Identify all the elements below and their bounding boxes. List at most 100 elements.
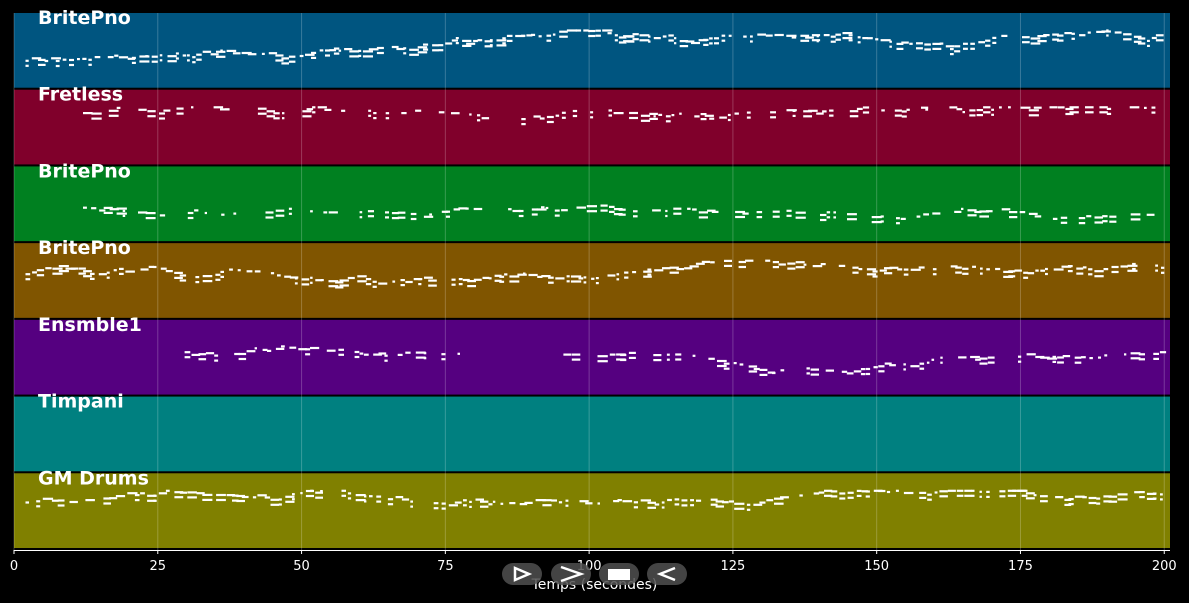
note — [159, 59, 163, 62]
note — [51, 57, 61, 60]
note — [1037, 40, 1047, 43]
note — [766, 499, 774, 502]
note — [90, 272, 95, 275]
note — [523, 272, 526, 275]
note — [1153, 357, 1159, 360]
note — [684, 267, 693, 270]
note — [648, 35, 651, 38]
note — [387, 498, 394, 501]
note — [1020, 106, 1031, 109]
note — [477, 114, 481, 117]
note — [983, 106, 991, 109]
note — [496, 39, 507, 42]
note — [357, 280, 367, 283]
note — [1009, 216, 1018, 219]
note — [787, 267, 796, 270]
note — [734, 112, 739, 115]
note — [298, 348, 307, 351]
note — [835, 38, 841, 41]
note — [765, 259, 771, 262]
note — [277, 274, 281, 277]
note — [674, 37, 677, 40]
note — [632, 33, 639, 36]
note — [232, 52, 241, 55]
note — [703, 38, 709, 41]
note — [179, 274, 187, 277]
note — [191, 106, 194, 109]
note — [339, 284, 349, 287]
note — [903, 273, 909, 276]
note — [403, 47, 407, 50]
note — [739, 363, 744, 366]
note — [665, 120, 671, 123]
note — [669, 271, 679, 274]
note — [83, 275, 92, 278]
note — [1052, 38, 1059, 41]
note — [786, 109, 797, 112]
note — [232, 499, 239, 502]
note — [861, 490, 868, 493]
note — [367, 210, 374, 213]
note — [597, 502, 600, 505]
note — [590, 111, 594, 114]
note — [214, 354, 219, 357]
note — [91, 117, 102, 120]
note — [847, 213, 857, 216]
note — [1030, 37, 1041, 40]
note — [368, 109, 372, 112]
track-label: Timpani — [38, 391, 124, 413]
note — [226, 494, 235, 497]
stop-icon — [608, 569, 630, 580]
note — [368, 114, 372, 117]
note — [627, 40, 635, 43]
note — [613, 112, 624, 115]
note — [999, 106, 1002, 109]
note — [492, 500, 496, 503]
rewind-button[interactable] — [647, 563, 687, 585]
note — [131, 61, 136, 64]
note — [519, 503, 528, 506]
note — [723, 362, 730, 365]
note — [500, 502, 504, 505]
note — [856, 494, 862, 497]
note — [262, 348, 268, 351]
note — [687, 207, 691, 210]
note — [119, 272, 124, 275]
note — [643, 275, 652, 278]
note — [315, 496, 323, 499]
note — [616, 273, 620, 276]
note — [1106, 29, 1109, 32]
play-button[interactable] — [551, 563, 591, 585]
note — [1060, 496, 1063, 499]
note — [810, 373, 819, 376]
note — [463, 499, 467, 502]
note — [385, 117, 390, 120]
note — [985, 44, 991, 47]
note — [565, 499, 569, 502]
note — [281, 57, 289, 60]
note — [216, 50, 226, 53]
note — [58, 270, 69, 273]
note — [533, 115, 541, 118]
track-label: BritePno — [38, 7, 131, 29]
note — [896, 222, 900, 225]
note — [624, 271, 629, 274]
note — [633, 506, 638, 509]
note — [220, 275, 224, 278]
note — [1152, 497, 1157, 500]
note — [477, 119, 481, 122]
note — [1003, 270, 1014, 273]
note — [531, 33, 536, 36]
note — [609, 353, 616, 356]
play-from-start-button[interactable] — [502, 563, 542, 585]
note — [675, 353, 682, 356]
note — [916, 215, 921, 218]
note — [1008, 275, 1016, 278]
note — [971, 494, 975, 497]
note — [1123, 33, 1132, 36]
note — [980, 272, 983, 275]
stop-button[interactable] — [599, 563, 639, 585]
note — [506, 34, 513, 37]
note — [1102, 215, 1108, 218]
note — [1008, 106, 1011, 109]
